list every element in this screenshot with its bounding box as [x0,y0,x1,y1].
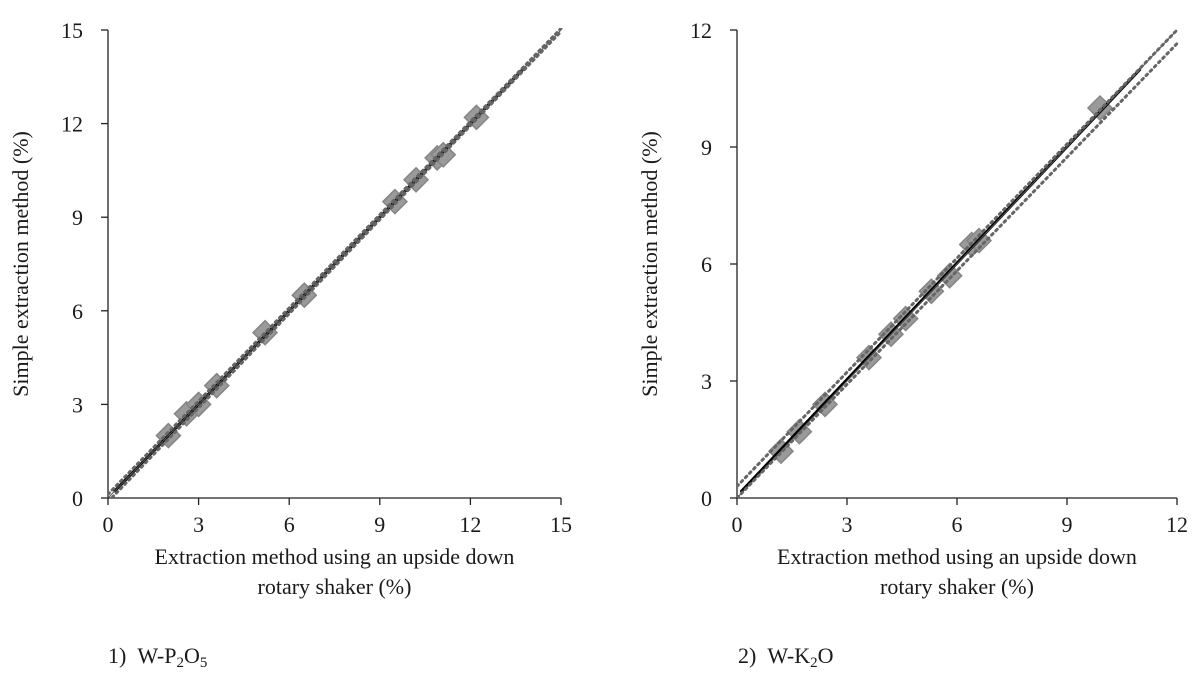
chart-panel-1: 0 3 6 9 12 15 0 3 6 9 12 15 Extraction method using … [8,18,572,599]
x-tick-label: 0 [732,512,743,537]
y-tick-label: 12 [690,18,712,43]
caption-subscript: 5 [199,655,208,671]
x-tick-label: 12 [1166,512,1188,537]
y-tick-label: 0 [701,486,712,511]
y-tick-label: 6 [701,252,712,277]
y-axis-title: Simple extraction method (%) [8,131,33,397]
caption-mid: O [817,643,834,668]
caption-prefix: W-K [767,643,811,668]
y-tick-label: 6 [72,299,83,324]
x-tick-label: 9 [374,512,385,537]
x-tick-label: 9 [1062,512,1073,537]
x-tick-label: 6 [284,512,295,537]
y-tick-label: 3 [72,392,83,417]
caption-prefix: W-P [137,643,177,668]
caption-panel-2: 2) W-K2O [738,643,833,672]
reference-line [737,29,1178,498]
x-tick-label: 6 [952,512,963,537]
caption-panel-1: 1) W-P2O5 [108,643,207,672]
confidence-upper-line [108,28,563,496]
y-tick-label: 15 [61,18,83,43]
caption-number: 1) [108,643,127,668]
x-axis-title: Extraction method using an upside down [155,544,515,569]
y-tick-label: 3 [701,369,712,394]
x-tick-label: 12 [459,512,481,537]
caption-subscript: 2 [810,655,818,671]
x-axis-title: rotary shaker (%) [258,574,412,599]
chart-panel-2: 0 3 6 9 12 0 3 6 9 12 Extraction method using an u… [637,18,1188,599]
reference-line [108,29,562,498]
x-tick-label: 0 [103,512,114,537]
x-axis-title: rotary shaker (%) [880,574,1034,599]
x-tick-label: 15 [550,512,572,537]
y-tick-label: 9 [72,205,83,230]
caption-number: 2) [738,643,757,668]
y-tick-label: 12 [61,112,83,137]
x-axis-title: Extraction method using an upside down [777,544,1137,569]
data-point [936,262,963,289]
y-axis-title: Simple extraction method (%) [637,131,662,397]
x-tick-label: 3 [193,512,204,537]
x-tick-label: 3 [842,512,853,537]
confidence-lower-line [737,42,1179,498]
caption-mid: O [183,643,200,668]
y-tick-label: 9 [701,135,712,160]
y-tick-label: 0 [72,486,83,511]
confidence-lower-line [109,30,563,498]
caption-subscript: 2 [176,655,184,671]
confidence-upper-line [737,28,1179,488]
